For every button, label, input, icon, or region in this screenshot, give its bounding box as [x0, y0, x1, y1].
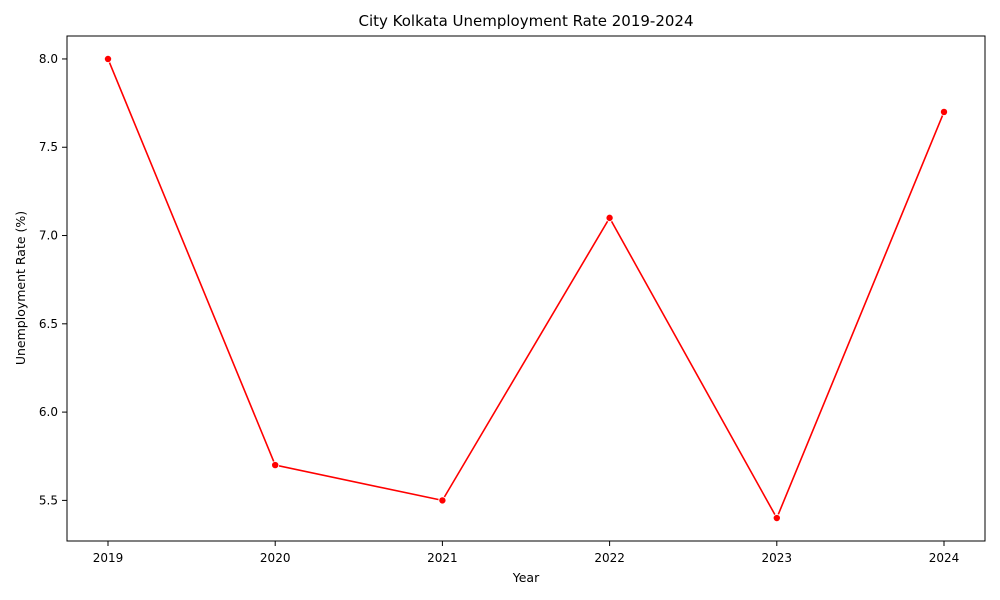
chart-title: City Kolkata Unemployment Rate 2019-2024 — [358, 12, 693, 30]
y-axis-label: Unemployment Rate (%) — [13, 211, 28, 365]
x-axis-label: Year — [512, 570, 540, 585]
plot-frame — [66, 35, 986, 542]
data-points — [104, 54, 949, 523]
x-tick-label: 2019 — [93, 551, 124, 565]
y-tick-label: 7.0 — [39, 229, 58, 243]
data-point — [438, 496, 447, 505]
x-axis: 2019 2020 2021 2022 2023 2024 — [93, 541, 960, 565]
y-tick-label: 5.5 — [39, 493, 58, 507]
data-point — [104, 54, 113, 63]
data-point — [772, 514, 781, 523]
x-tick-label: 2020 — [260, 551, 291, 565]
data-point — [605, 213, 614, 222]
y-tick-label: 7.5 — [39, 140, 58, 154]
data-point — [940, 107, 949, 116]
x-tick-label: 2024 — [929, 551, 960, 565]
y-tick-label: 6.5 — [39, 317, 58, 331]
x-tick-label: 2021 — [427, 551, 458, 565]
x-tick-label: 2022 — [594, 551, 625, 565]
y-axis: 5.5 6.0 6.5 7.0 7.5 8.0 — [39, 52, 67, 507]
data-point — [271, 461, 280, 470]
y-tick-label: 8.0 — [39, 52, 58, 66]
series-line — [107, 58, 945, 520]
x-tick-label: 2023 — [762, 551, 793, 565]
y-tick-label: 6.0 — [39, 405, 58, 419]
